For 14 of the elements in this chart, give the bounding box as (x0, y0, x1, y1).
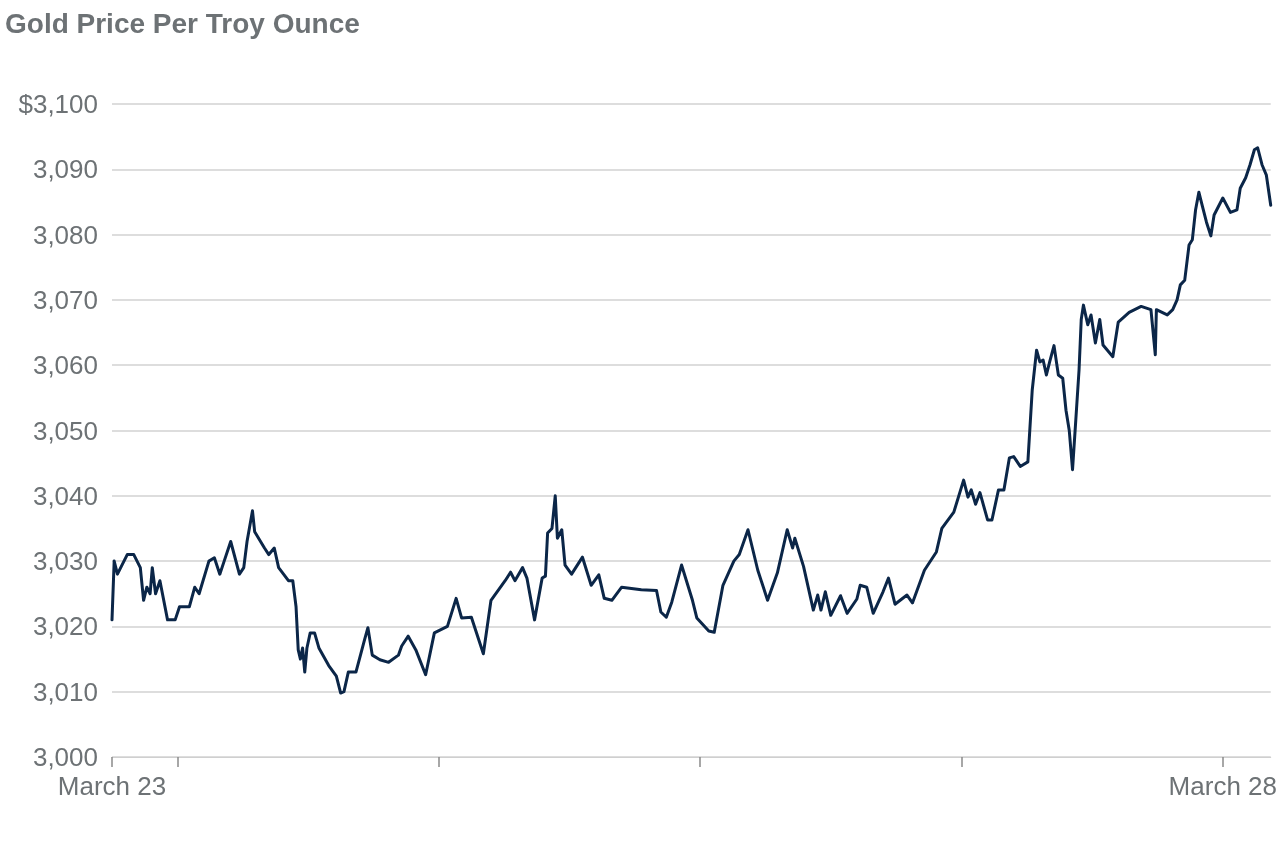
y-tick-label: 3,040 (32, 480, 98, 511)
y-tick-label: 3,000 (32, 742, 98, 772)
y-tick-label: 3,050 (32, 415, 98, 446)
y-tick-label: 3,060 (32, 350, 98, 381)
y-tick-label: $3,100 (18, 89, 98, 119)
y-tick-label: 3,020 (32, 611, 98, 642)
y-tick-label: 3,090 (32, 154, 98, 185)
y-tick-label: 3,010 (32, 676, 98, 707)
y-tick-label: 3,030 (32, 546, 98, 577)
chart-title: Gold Price Per Troy Ounce (5, 7, 360, 39)
x-tick-label: March 23 (57, 771, 167, 801)
y-tick-label: 3,070 (32, 284, 98, 315)
y-tick-label: 3,080 (32, 219, 98, 250)
x-tick-label: March 28 (1168, 771, 1278, 801)
